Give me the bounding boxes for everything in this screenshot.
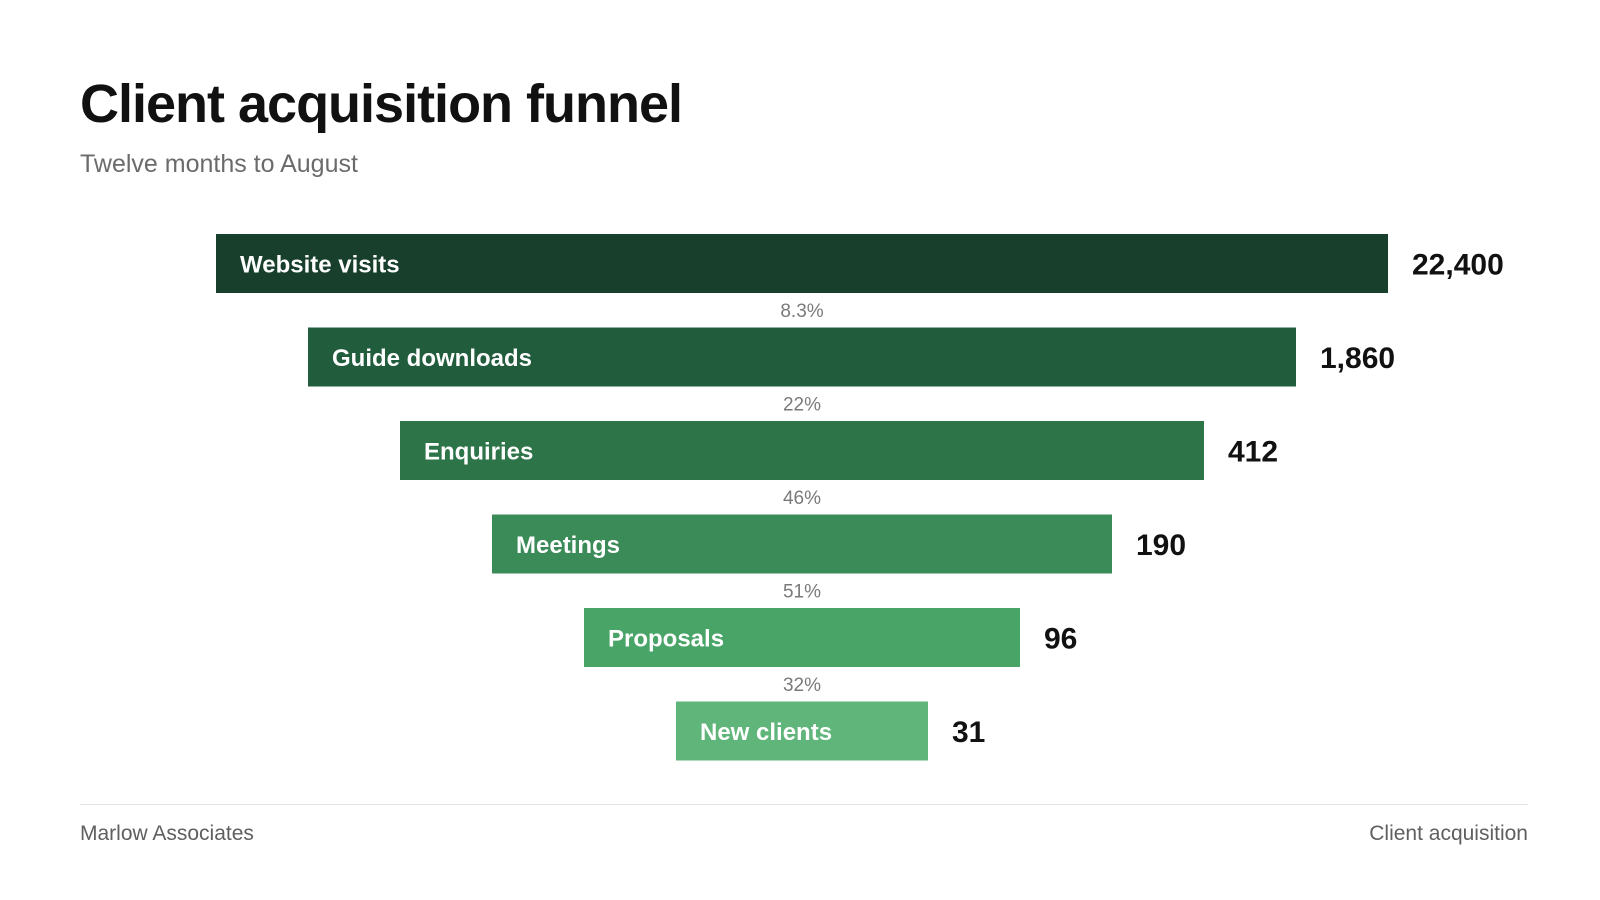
- funnel-value-enquiries: 412: [1228, 436, 1278, 469]
- funnel-bar-label-guide-downloads: Guide downloads: [332, 345, 532, 372]
- footer-divider: [80, 804, 1528, 805]
- chart-subtitle: Twelve months to August: [80, 150, 358, 178]
- funnel-bar-label-new-clients: New clients: [700, 719, 832, 746]
- funnel-value-guide-downloads: 1,860: [1320, 342, 1395, 375]
- funnel-bar-new-clients: [676, 701, 928, 761]
- funnel-value-proposals: 96: [1044, 623, 1077, 656]
- funnel-bar-label-proposals: Proposals: [608, 626, 724, 653]
- conversion-rate-website-visits: 8.3%: [780, 301, 823, 322]
- funnel-bar-label-enquiries: Enquiries: [424, 439, 533, 466]
- funnel-bar-label-meetings: Meetings: [516, 532, 620, 559]
- footer-section-label: Client acquisition: [1369, 822, 1528, 845]
- funnel-bar-guide-downloads: [308, 327, 1296, 387]
- footer-organisation: Marlow Associates: [80, 822, 254, 845]
- funnel-bar-meetings: [492, 514, 1112, 574]
- funnel-value-meetings: 190: [1136, 529, 1186, 562]
- conversion-rate-proposals: 32%: [783, 675, 821, 696]
- conversion-rate-enquiries: 46%: [783, 488, 821, 509]
- conversion-rate-meetings: 51%: [783, 582, 821, 603]
- funnel-value-website-visits: 22,400: [1412, 249, 1504, 282]
- funnel-bar-proposals: [584, 608, 1020, 667]
- conversion-rate-guide-downloads: 22%: [783, 395, 821, 416]
- funnel-bar-website-visits: [216, 234, 1388, 293]
- chart-title: Client acquisition funnel: [80, 74, 683, 134]
- funnel-bar-enquiries: [400, 421, 1204, 480]
- funnel-value-new-clients: 31: [952, 716, 985, 749]
- funnel-bar-label-website-visits: Website visits: [240, 252, 400, 279]
